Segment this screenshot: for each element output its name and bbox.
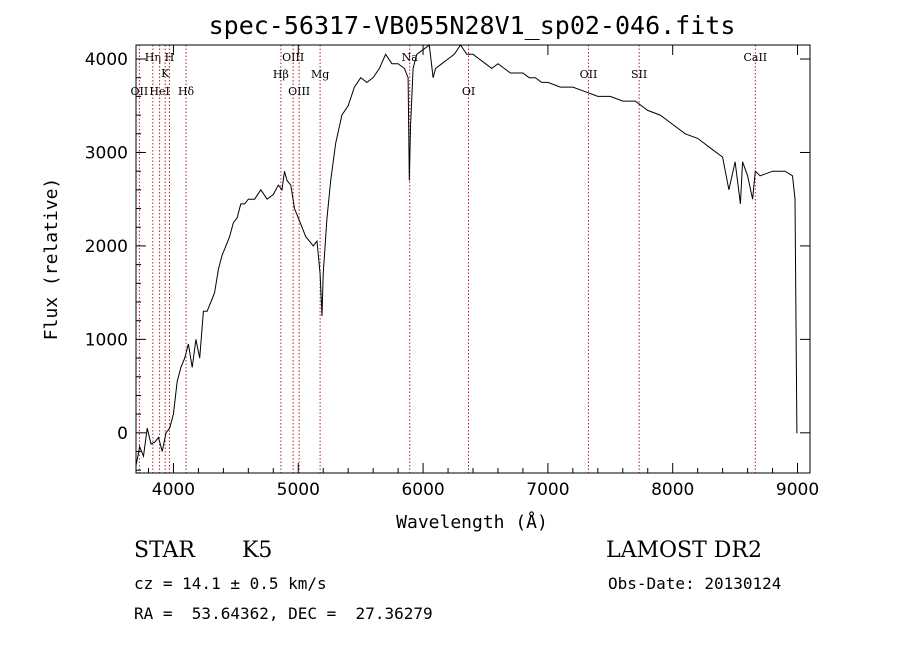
coordinates: RA = 53.64362, DEC = 27.36279 <box>134 604 433 623</box>
spectrum-line <box>135 44 798 466</box>
line-marker-label-13: SII <box>631 68 647 81</box>
y-axis-ticks: 0 1000 2000 3000 4000 <box>85 50 810 471</box>
x-tick-label-2: 6000 <box>401 480 444 500</box>
line-marker-label-6: Hβ <box>273 68 289 81</box>
chart-title: spec-56317-VB055N28V1_sp02-046.fits <box>209 11 736 40</box>
line-marker-label-0: OII <box>131 85 149 98</box>
y-tick-label-2: 2000 <box>85 237 128 257</box>
x-axis-ticks: 4000 5000 6000 7000 8000 9000 <box>147 45 819 500</box>
y-tick-label-0: 0 <box>117 424 128 444</box>
y-tick-label-1: 1000 <box>85 330 128 350</box>
line-marker-label-4: H <box>165 51 175 64</box>
x-axis-label: Wavelength (Å) <box>396 511 548 533</box>
line-marker-label-11: OI <box>462 85 475 98</box>
obs-date: Obs-Date: 20130124 <box>608 574 782 593</box>
x-tick-label-5: 9000 <box>776 480 819 500</box>
object-class: STAR <box>134 538 195 563</box>
survey-name: LAMOST DR2 <box>606 538 762 563</box>
object-subclass: K5 <box>242 538 273 563</box>
plot-frame <box>135 44 811 474</box>
x-tick-label-3: 7000 <box>526 480 569 500</box>
line-marker-label-12: OII <box>580 68 598 81</box>
line-marker-label-14: CaII <box>743 51 767 64</box>
line-marker-label-10: Na <box>402 51 419 64</box>
y-axis-label: Flux (relative) <box>41 178 62 341</box>
line-marker-label-1: Hη <box>145 51 161 64</box>
line-marker-label-8: OIII <box>288 85 310 98</box>
x-tick-label-0: 4000 <box>152 480 195 500</box>
line-marker-label-9: Mg <box>311 68 329 81</box>
line-marker-label-3: K <box>161 67 170 80</box>
y-tick-label-4: 4000 <box>85 50 128 70</box>
line-marker-label-5: Hδ <box>178 85 195 98</box>
x-tick-label-4: 8000 <box>651 480 694 500</box>
line-marker-label-7: OIII <box>282 51 304 64</box>
line-marker-label-2: HeI <box>149 85 169 98</box>
y-tick-label-3: 3000 <box>85 143 128 163</box>
x-tick-label-1: 5000 <box>277 480 320 500</box>
redshift-text: cz = 14.1 ± 0.5 km/s <box>134 574 327 593</box>
